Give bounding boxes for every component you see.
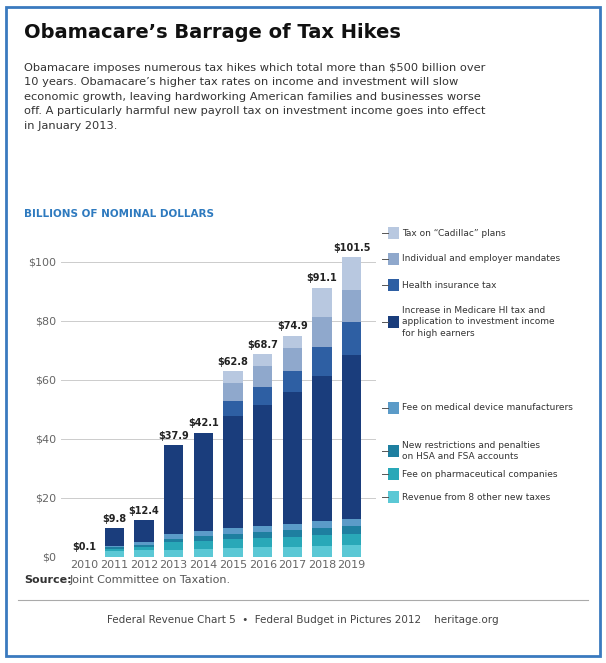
Text: $101.5: $101.5 bbox=[333, 243, 370, 253]
Bar bbox=[224, 548, 242, 557]
Text: Fee on pharmaceutical companies: Fee on pharmaceutical companies bbox=[402, 469, 558, 479]
Bar bbox=[283, 392, 302, 524]
Bar bbox=[283, 546, 302, 557]
Bar bbox=[342, 519, 361, 526]
Bar bbox=[342, 322, 361, 355]
Bar bbox=[253, 354, 272, 366]
Bar bbox=[342, 534, 361, 545]
Text: $42.1: $42.1 bbox=[188, 418, 219, 428]
Bar bbox=[224, 416, 242, 528]
Bar bbox=[105, 549, 124, 551]
Bar bbox=[313, 318, 331, 347]
Bar bbox=[283, 530, 302, 536]
Bar bbox=[164, 534, 183, 538]
Bar bbox=[283, 524, 302, 530]
Text: $0.1: $0.1 bbox=[73, 542, 96, 552]
Text: Fee on medical device manufacturers: Fee on medical device manufacturers bbox=[402, 403, 573, 412]
Bar bbox=[224, 371, 242, 383]
Bar bbox=[313, 528, 331, 535]
Bar bbox=[224, 539, 242, 548]
Text: Source:: Source: bbox=[24, 575, 72, 585]
Text: Joint Committee on Taxation.: Joint Committee on Taxation. bbox=[70, 575, 231, 585]
Bar bbox=[342, 257, 361, 290]
Bar bbox=[342, 290, 361, 322]
Text: Health insurance tax: Health insurance tax bbox=[402, 280, 496, 290]
Bar bbox=[135, 542, 153, 545]
Bar bbox=[224, 383, 242, 401]
Bar bbox=[283, 347, 302, 371]
Bar bbox=[105, 546, 124, 547]
Text: $74.9: $74.9 bbox=[277, 322, 308, 332]
Bar bbox=[105, 551, 124, 557]
Text: $9.8: $9.8 bbox=[102, 514, 126, 524]
Text: New restrictions and penalties
on HSA and FSA accounts: New restrictions and penalties on HSA an… bbox=[402, 441, 540, 461]
Bar bbox=[135, 550, 153, 557]
Text: Obamacare imposes numerous tax hikes which total more than $500 billion over
10 : Obamacare imposes numerous tax hikes whi… bbox=[24, 63, 486, 131]
Bar bbox=[253, 548, 272, 557]
Bar bbox=[224, 534, 242, 539]
Bar bbox=[194, 530, 213, 536]
Bar bbox=[135, 545, 153, 548]
Text: Individual and employer mandates: Individual and employer mandates bbox=[402, 254, 560, 263]
Bar bbox=[135, 520, 153, 542]
Bar bbox=[283, 335, 302, 347]
Bar bbox=[164, 550, 183, 557]
Bar bbox=[194, 536, 213, 541]
Bar bbox=[164, 542, 183, 550]
Bar bbox=[313, 535, 331, 546]
Bar bbox=[313, 288, 331, 318]
Bar bbox=[224, 401, 242, 416]
Bar bbox=[342, 526, 361, 534]
Bar bbox=[313, 347, 331, 377]
Bar bbox=[164, 538, 183, 542]
Text: $91.1: $91.1 bbox=[307, 273, 338, 284]
Text: $68.7: $68.7 bbox=[247, 339, 278, 349]
Bar bbox=[253, 405, 272, 526]
Bar bbox=[105, 528, 124, 546]
Bar bbox=[283, 371, 302, 392]
Text: Federal Revenue Chart 5  •  Federal Budget in Pictures 2012    heritage.org: Federal Revenue Chart 5 • Federal Budget… bbox=[107, 615, 499, 625]
Bar bbox=[194, 549, 213, 557]
Bar bbox=[342, 355, 361, 519]
Bar bbox=[283, 536, 302, 546]
Bar bbox=[194, 432, 213, 530]
Bar bbox=[313, 521, 331, 528]
Text: Obamacare’s Barrage of Tax Hikes: Obamacare’s Barrage of Tax Hikes bbox=[24, 23, 401, 42]
Bar bbox=[164, 445, 183, 534]
Text: $62.8: $62.8 bbox=[218, 357, 248, 367]
Bar bbox=[342, 545, 361, 557]
Text: Tax on “Cadillac” plans: Tax on “Cadillac” plans bbox=[402, 229, 505, 238]
Bar bbox=[253, 532, 272, 538]
Text: BILLIONS OF NOMINAL DOLLARS: BILLIONS OF NOMINAL DOLLARS bbox=[24, 209, 215, 219]
Bar bbox=[313, 546, 331, 557]
Bar bbox=[105, 547, 124, 549]
Bar bbox=[224, 528, 242, 534]
Bar bbox=[194, 541, 213, 549]
Text: $37.9: $37.9 bbox=[158, 430, 189, 440]
Bar bbox=[253, 366, 272, 387]
Text: Increase in Medicare HI tax and
application to investment income
for high earner: Increase in Medicare HI tax and applicat… bbox=[402, 306, 554, 337]
Bar bbox=[313, 377, 331, 521]
Bar bbox=[253, 387, 272, 405]
Bar bbox=[253, 538, 272, 548]
Bar bbox=[135, 548, 153, 550]
Text: $12.4: $12.4 bbox=[128, 506, 159, 516]
Bar bbox=[253, 526, 272, 532]
Text: Revenue from 8 other new taxes: Revenue from 8 other new taxes bbox=[402, 493, 550, 502]
